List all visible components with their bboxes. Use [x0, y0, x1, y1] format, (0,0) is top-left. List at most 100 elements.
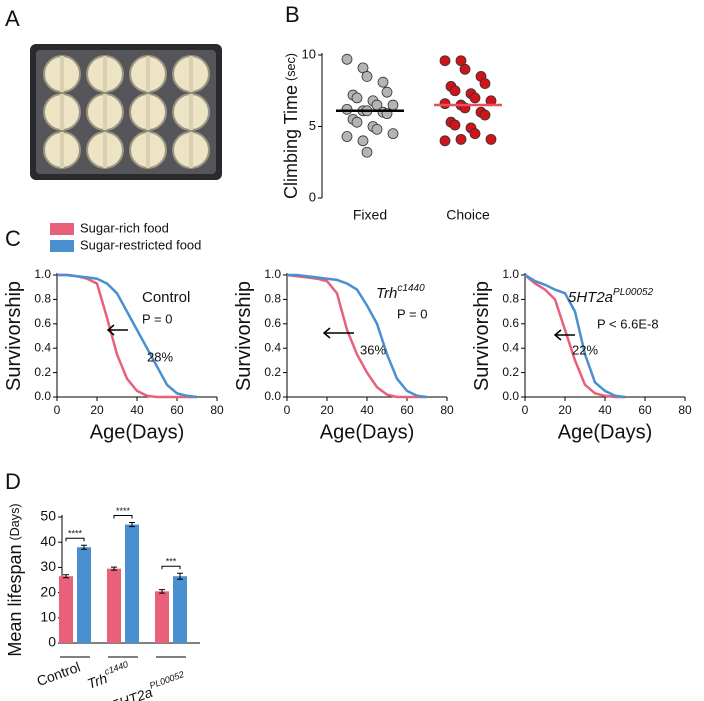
p-value: P = 0: [142, 311, 172, 326]
well-divider: [103, 56, 107, 92]
p-value: P = 0: [397, 306, 427, 321]
panel-label: A: [5, 6, 20, 31]
y-tick-label: 5: [309, 118, 316, 133]
survival-curve: [287, 273, 428, 399]
label-main: Survivorship: [233, 281, 255, 391]
y-tick-label: 0: [48, 634, 56, 650]
data-point: [479, 109, 491, 121]
panel-label: D: [5, 469, 21, 494]
data-point: [485, 133, 497, 145]
data-point: [479, 78, 491, 89]
label-unit: (sec): [284, 53, 298, 81]
bar: [107, 568, 121, 643]
x-tick-label: 80: [210, 403, 224, 417]
x-axis-label: Age(Days): [558, 421, 652, 443]
significance-bracket: [161, 565, 181, 570]
bar: [173, 576, 187, 643]
x-tick-label: 0: [54, 403, 61, 417]
label-main: Survivorship: [471, 281, 493, 391]
data-point: [341, 103, 353, 115]
well-divider: [146, 132, 150, 168]
well-divider: [103, 132, 107, 168]
x-tick-label: 60: [638, 403, 652, 417]
percent-change: 22%: [572, 342, 598, 357]
y-tick-label: 40: [40, 533, 56, 549]
arrow-head: [553, 329, 562, 341]
well-divider: [189, 132, 193, 168]
well-divider: [189, 56, 193, 92]
y-axis-label: Mean lifespan (Days): [5, 503, 25, 656]
significance: ***: [166, 557, 177, 567]
well-divider: [146, 94, 150, 130]
x-tick-label: 80: [440, 403, 454, 417]
bar: [155, 591, 169, 643]
survival-curve: [524, 274, 625, 399]
x-tick-label: 40: [360, 403, 374, 417]
x-tick-label: Fixed: [353, 207, 387, 223]
significance-bracket: [113, 515, 133, 519]
label-base: Trh: [376, 285, 397, 302]
panel-label: B: [285, 2, 300, 27]
x-tick-label: 60: [170, 403, 184, 417]
well-divider: [146, 56, 150, 92]
y-tick-label: 0.2: [34, 365, 51, 379]
y-tick-label: 0.4: [502, 340, 519, 354]
x-tick-label: 5HT2aPL00052: [109, 669, 189, 701]
plate-inner: [36, 50, 216, 174]
data-point: [439, 55, 451, 67]
p-value: P < 6.6E-8: [597, 316, 659, 331]
error-bar: [111, 566, 117, 571]
label-base: Control: [34, 658, 82, 688]
percent-change: 36%: [360, 342, 386, 357]
arrow-head: [106, 324, 115, 336]
legend-swatch: [50, 223, 74, 235]
y-tick-label: 0.4: [34, 340, 51, 354]
data-point: [357, 135, 369, 147]
x-tick-label: 60: [400, 403, 414, 417]
y-tick-label: 0.6: [502, 316, 519, 330]
data-point: [351, 116, 363, 128]
y-tick-label: 1.0: [264, 267, 281, 281]
y-tick-label: 0.0: [264, 389, 281, 403]
legend-label: Sugar-restricted food: [80, 237, 201, 252]
label-main: Mean lifespan: [5, 545, 25, 657]
data-point: [387, 99, 399, 111]
data-point: [371, 123, 383, 135]
error-bar: [81, 544, 87, 550]
label-unit: (Days): [8, 503, 22, 540]
curve-title: Trhc1440: [376, 283, 425, 302]
y-tick-label: 0.2: [264, 365, 281, 379]
y-tick-label: 0.2: [502, 365, 519, 379]
y-tick-label: 0.4: [264, 340, 281, 354]
arrow-head: [322, 327, 331, 339]
well-divider: [189, 94, 193, 130]
error-bar: [177, 572, 183, 580]
bar: [125, 524, 139, 643]
curve-title: Control: [142, 289, 190, 306]
x-tick-label: 20: [90, 403, 104, 417]
y-tick-label: 20: [40, 583, 56, 599]
well-divider: [60, 94, 64, 130]
panel-label: C: [5, 226, 21, 251]
y-tick-label: 0.6: [34, 316, 51, 330]
y-axis-label: Survivorship: [233, 281, 255, 391]
data-point: [459, 63, 471, 75]
significance-bracket: [65, 537, 85, 542]
label-sup: PL00052: [148, 669, 185, 691]
x-tick-label: Choice: [446, 207, 490, 223]
data-point: [377, 76, 389, 88]
data-point: [455, 133, 467, 145]
x-axis-label: Age(Days): [90, 421, 184, 443]
y-tick-label: 0.8: [264, 292, 281, 306]
x-tick-label: 40: [598, 403, 612, 417]
x-tick-label: 20: [558, 403, 572, 417]
label-sup: c1440: [397, 283, 425, 294]
label-sup: c1440: [103, 659, 129, 677]
data-point: [381, 86, 393, 98]
label-base: 5HT2a: [568, 289, 613, 306]
survival-curve: [524, 273, 626, 399]
y-axis-label: Climbing Time (sec): [281, 53, 301, 199]
y-tick-label: 0.0: [34, 389, 51, 403]
y-tick-label: 0.6: [264, 316, 281, 330]
